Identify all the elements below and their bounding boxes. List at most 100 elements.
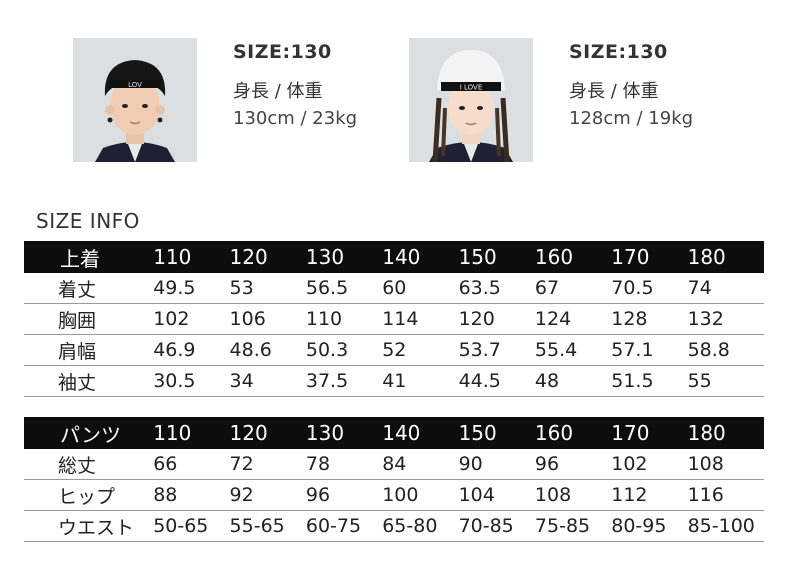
row-label: パンツ <box>60 422 121 447</box>
table-row: ヒップ 88 92 96 100 104 108 112 116 <box>24 480 764 511</box>
table-cell: 50.3 <box>305 339 349 361</box>
table-cell: 102 <box>611 453 648 475</box>
table-cell: 140 <box>382 245 421 269</box>
table-cell: 124 <box>534 308 572 330</box>
table-cell: 96 <box>305 484 331 506</box>
table-cell: 66 <box>153 453 178 475</box>
table-cell: 60 <box>382 277 407 299</box>
section-title: SIZE INFO <box>36 209 140 233</box>
table-cell: 50-65 <box>153 515 209 537</box>
table-cell: 37.5 <box>305 370 349 392</box>
table-cell: 55.4 <box>534 339 578 361</box>
table-cell: 46.9 <box>153 339 196 361</box>
table-header-row: 上着 110 120 130 140 150 160 170 180 <box>24 241 764 273</box>
table-cell: 41 <box>382 370 407 392</box>
table-cell: 57.1 <box>611 339 654 361</box>
top-size-table: 上着 110 120 130 140 150 160 170 180 着丈 49.5 53 56.5 60… <box>24 241 764 397</box>
table-row: ウエスト 50-65 55-65 60-75 65-80 70-85 75-85 80-95 8… <box>24 511 764 542</box>
model-size: SIZE:130 <box>569 41 668 63</box>
table-cell: 60-75 <box>305 515 362 537</box>
model-info-girl: SIZE:130 身長 / 体重 128cm / 19kg <box>569 41 769 132</box>
table-cell: 104 <box>458 484 495 506</box>
svg-text:I LOVE: I LOVE <box>460 84 483 92</box>
table-cell: 160 <box>534 421 574 445</box>
table-cell: 106 <box>229 308 266 330</box>
table-cell: 70-85 <box>458 515 514 537</box>
table-cell: 128 <box>611 308 648 330</box>
table-cell: 63.5 <box>458 277 501 299</box>
table-cell: 110 <box>305 308 343 330</box>
height-weight-label: 身長 / 体重 <box>233 81 323 102</box>
table-row: 総丈 66 72 78 84 90 96 102 108 <box>24 449 764 480</box>
row-label: 胸囲 <box>58 309 97 332</box>
model-photo-girl: I LOVE <box>409 38 533 162</box>
table-cell: 92 <box>229 484 254 506</box>
row-label: 着丈 <box>58 278 97 301</box>
table-cell: 120 <box>458 308 495 330</box>
table-cell: 52 <box>382 339 407 361</box>
table-cell: 108 <box>687 453 724 475</box>
table-cell: 170 <box>611 421 650 445</box>
table-cell: 78 <box>305 453 331 475</box>
table-cell: 65-80 <box>382 515 438 537</box>
table-cell: 102 <box>153 308 190 330</box>
table-row: 肩幅 46.9 48.6 50.3 52 53.7 55.4 57.1 58.8 <box>24 335 764 366</box>
table-cell: 150 <box>458 245 497 269</box>
table-row: 袖丈 30.5 34 37.5 41 44.5 48 51.5 55 <box>24 366 764 397</box>
table-cell: 100 <box>382 484 419 506</box>
table-cell: 180 <box>687 421 726 445</box>
model-size: SIZE:130 <box>233 41 332 63</box>
table-cell: 88 <box>153 484 178 506</box>
table-cell: 51.5 <box>611 370 654 392</box>
table-cell: 110 <box>153 245 192 269</box>
table-cell: 49.5 <box>153 277 196 299</box>
table-cell: 44.5 <box>458 370 501 392</box>
row-label: 肩幅 <box>58 340 97 363</box>
table-cell: 67 <box>534 277 560 299</box>
table-cell: 56.5 <box>305 277 349 299</box>
table-cell: 120 <box>229 421 268 445</box>
table-cell: 58.8 <box>687 339 730 361</box>
table-cell: 112 <box>611 484 648 506</box>
row-label: 袖丈 <box>58 371 97 394</box>
table-cell: 84 <box>382 453 407 475</box>
table-cell: 90 <box>458 453 483 475</box>
table-cell: 30.5 <box>153 370 196 392</box>
row-label: ウエスト <box>58 516 135 539</box>
height-weight-value: 128cm / 19kg <box>569 108 694 129</box>
table-cell: 108 <box>534 484 572 506</box>
table-cell: 160 <box>534 245 574 269</box>
table-cell: 53 <box>229 277 254 299</box>
table-cell: 170 <box>611 245 650 269</box>
row-label: ヒップ <box>58 485 116 508</box>
table-row: 着丈 49.5 53 56.5 60 63.5 67 70.5 74 <box>24 273 764 304</box>
table-cell: 132 <box>687 308 724 330</box>
table-cell: 80-95 <box>611 515 667 537</box>
table-cell: 72 <box>229 453 254 475</box>
table-cell: 110 <box>153 421 192 445</box>
height-weight-label: 身長 / 体重 <box>569 81 659 102</box>
table-cell: 180 <box>687 245 726 269</box>
table-header-row: パンツ 110 120 130 140 150 160 170 180 <box>24 417 764 449</box>
table-cell: 150 <box>458 421 497 445</box>
model-photo-boy: LOV <box>73 38 197 162</box>
table-cell: 120 <box>229 245 268 269</box>
table-cell: 130 <box>305 245 345 269</box>
table-cell: 116 <box>687 484 724 506</box>
table-cell: 130 <box>305 421 345 445</box>
table-cell: 55-65 <box>229 515 285 537</box>
model-info-boy: SIZE:130 身長 / 体重 130cm / 23kg <box>233 41 433 132</box>
table-cell: 74 <box>687 277 712 299</box>
table-cell: 34 <box>229 370 254 392</box>
svg-text:LOV: LOV <box>128 81 142 89</box>
table-cell: 53.7 <box>458 339 501 361</box>
table-cell: 48 <box>534 370 560 392</box>
table-cell: 70.5 <box>611 277 654 299</box>
table-cell: 48.6 <box>229 339 272 361</box>
height-weight-value: 130cm / 23kg <box>233 108 358 129</box>
table-cell: 140 <box>382 421 421 445</box>
table-row: 胸囲 102 106 110 114 120 124 128 132 <box>24 304 764 335</box>
pants-size-table: パンツ 110 120 130 140 150 160 170 180 総丈 66 72 78 84 90 9… <box>24 417 764 542</box>
table-cell: 55 <box>687 370 712 392</box>
table-cell: 96 <box>534 453 560 475</box>
